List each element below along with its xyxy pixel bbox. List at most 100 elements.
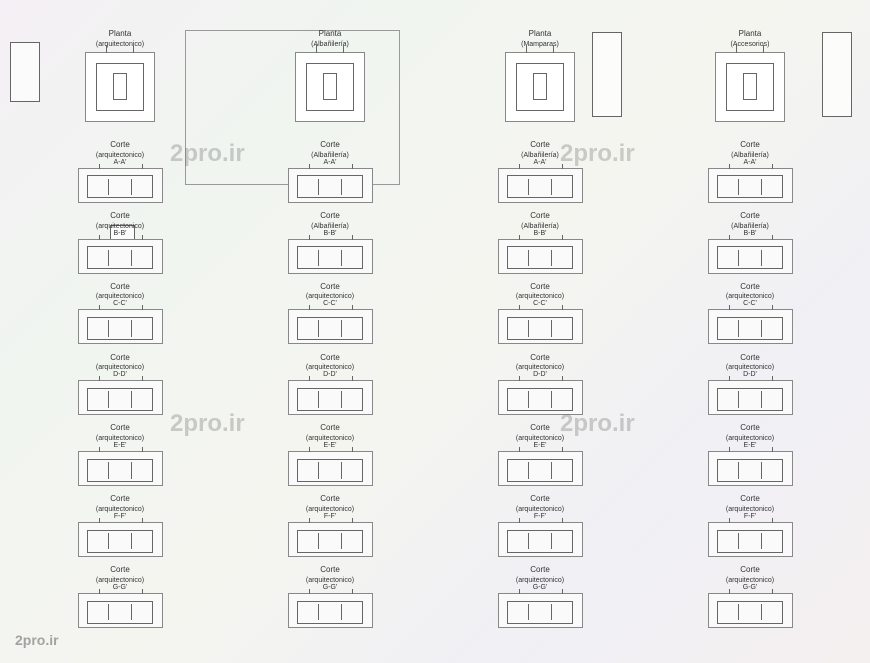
section-subtitle: (Albañilería) — [521, 223, 559, 230]
section-title: Corte — [740, 566, 760, 575]
section-cell: Corte (arquitectonico) G-G' — [660, 566, 840, 633]
section-cell: Corte (arquitectonico) A-A' — [30, 141, 210, 208]
section-subtitle: (arquitectonico) — [516, 364, 564, 371]
section-cell: Corte (arquitectonico) F-F' — [240, 495, 420, 562]
section-title: Corte — [530, 354, 550, 363]
section-title: Corte — [320, 141, 340, 150]
section-title: Corte — [110, 495, 130, 504]
section-thumbnail — [78, 522, 163, 557]
section-title: Corte — [110, 283, 130, 292]
section-title: Corte — [740, 354, 760, 363]
plan-thumbnail — [715, 52, 785, 122]
section-subtitle: (arquitectonico) — [96, 435, 144, 442]
plan-title: Planta — [319, 30, 342, 39]
section-title: Corte — [530, 141, 550, 150]
section-subtitle: (Albañilería) — [521, 152, 559, 159]
section-title: Corte — [530, 212, 550, 221]
plan-title: Planta — [739, 30, 762, 39]
section-subtitle: (Albañilería) — [311, 152, 349, 159]
section-cell: Corte (Albañilería) B-B' — [450, 212, 630, 279]
plan-cell: Planta (arquitectonico) — [30, 30, 210, 137]
section-thumbnail — [708, 239, 793, 274]
section-thumbnail — [708, 168, 793, 203]
section-title: Corte — [530, 283, 550, 292]
section-title: Corte — [740, 495, 760, 504]
section-subtitle: (arquitectonico) — [306, 577, 354, 584]
section-cell: Corte (arquitectonico) E-E' — [240, 424, 420, 491]
section-thumbnail — [288, 593, 373, 628]
section-subtitle: (arquitectonico) — [726, 293, 774, 300]
section-subtitle: (arquitectonico) — [96, 364, 144, 371]
section-cell: Corte (arquitectonico) D-D' — [30, 354, 210, 421]
section-cell: Corte (arquitectonico) B-B' — [30, 212, 210, 279]
section-title: Corte — [320, 566, 340, 575]
section-cell: Corte (Albañilería) A-A' — [240, 141, 420, 208]
plan-cell: Planta (Albañilería) — [240, 30, 420, 137]
section-title: Corte — [320, 212, 340, 221]
section-thumbnail — [78, 451, 163, 486]
section-thumbnail — [498, 380, 583, 415]
section-title: Corte — [530, 424, 550, 433]
section-title: Corte — [320, 495, 340, 504]
section-cell: Corte (arquitectonico) D-D' — [240, 354, 420, 421]
plan-title: Planta — [529, 30, 552, 39]
watermark-logo: 2pro.ir — [15, 632, 59, 648]
section-subtitle: (arquitectonico) — [516, 293, 564, 300]
section-cell: Corte (arquitectonico) G-G' — [30, 566, 210, 633]
section-thumbnail — [498, 309, 583, 344]
plan-cell: Planta (Mamparas) — [450, 30, 630, 137]
section-thumbnail — [498, 593, 583, 628]
section-title: Corte — [740, 283, 760, 292]
section-cell: Corte (arquitectonico) C-C' — [30, 283, 210, 350]
section-subtitle: (arquitectonico) — [96, 293, 144, 300]
plan-thumbnail — [85, 52, 155, 122]
section-thumbnail — [708, 451, 793, 486]
section-cell: Corte (arquitectonico) D-D' — [450, 354, 630, 421]
plan-title: Planta — [109, 30, 132, 39]
section-cell: Corte (arquitectonico) F-F' — [30, 495, 210, 562]
section-thumbnail — [708, 593, 793, 628]
plan-thumbnail — [505, 52, 575, 122]
section-thumbnail — [498, 522, 583, 557]
section-title: Corte — [740, 141, 760, 150]
section-thumbnail — [288, 451, 373, 486]
section-thumbnail — [288, 380, 373, 415]
section-subtitle: (arquitectonico) — [726, 435, 774, 442]
section-title: Corte — [530, 495, 550, 504]
section-cell: Corte (arquitectonico) C-C' — [240, 283, 420, 350]
section-cell: Corte (Albañilería) B-B' — [240, 212, 420, 279]
section-thumbnail — [78, 239, 163, 274]
section-thumbnail — [498, 451, 583, 486]
section-thumbnail — [708, 522, 793, 557]
section-thumbnail — [708, 309, 793, 344]
section-title: Corte — [530, 566, 550, 575]
drawing-grid: Planta (arquitectonico) Planta (Albañile… — [30, 30, 840, 633]
section-thumbnail — [498, 239, 583, 274]
section-title: Corte — [110, 566, 130, 575]
section-title: Corte — [320, 424, 340, 433]
section-cell: Corte (arquitectonico) D-D' — [660, 354, 840, 421]
section-subtitle: (arquitectonico) — [96, 223, 144, 230]
section-cell: Corte (arquitectonico) E-E' — [660, 424, 840, 491]
section-cell: Corte (arquitectonico) G-G' — [450, 566, 630, 633]
section-subtitle: (arquitectonico) — [726, 506, 774, 513]
section-cell: Corte (arquitectonico) E-E' — [450, 424, 630, 491]
section-subtitle: (Albañilería) — [731, 152, 769, 159]
section-subtitle: (arquitectonico) — [516, 435, 564, 442]
section-cell: Corte (Albañilería) B-B' — [660, 212, 840, 279]
section-thumbnail — [288, 522, 373, 557]
plan-cell: Planta (Accesorios) — [660, 30, 840, 137]
section-thumbnail — [288, 168, 373, 203]
section-title: Corte — [110, 424, 130, 433]
section-subtitle: (arquitectonico) — [306, 293, 354, 300]
section-thumbnail — [288, 239, 373, 274]
section-cell: Corte (arquitectonico) E-E' — [30, 424, 210, 491]
section-cell: Corte (arquitectonico) C-C' — [660, 283, 840, 350]
section-cell: Corte (arquitectonico) G-G' — [240, 566, 420, 633]
section-title: Corte — [110, 212, 130, 221]
section-thumbnail — [78, 380, 163, 415]
section-thumbnail — [78, 593, 163, 628]
section-subtitle: (Albañilería) — [311, 223, 349, 230]
section-cell: Corte (arquitectonico) C-C' — [450, 283, 630, 350]
section-cell: Corte (arquitectonico) F-F' — [660, 495, 840, 562]
